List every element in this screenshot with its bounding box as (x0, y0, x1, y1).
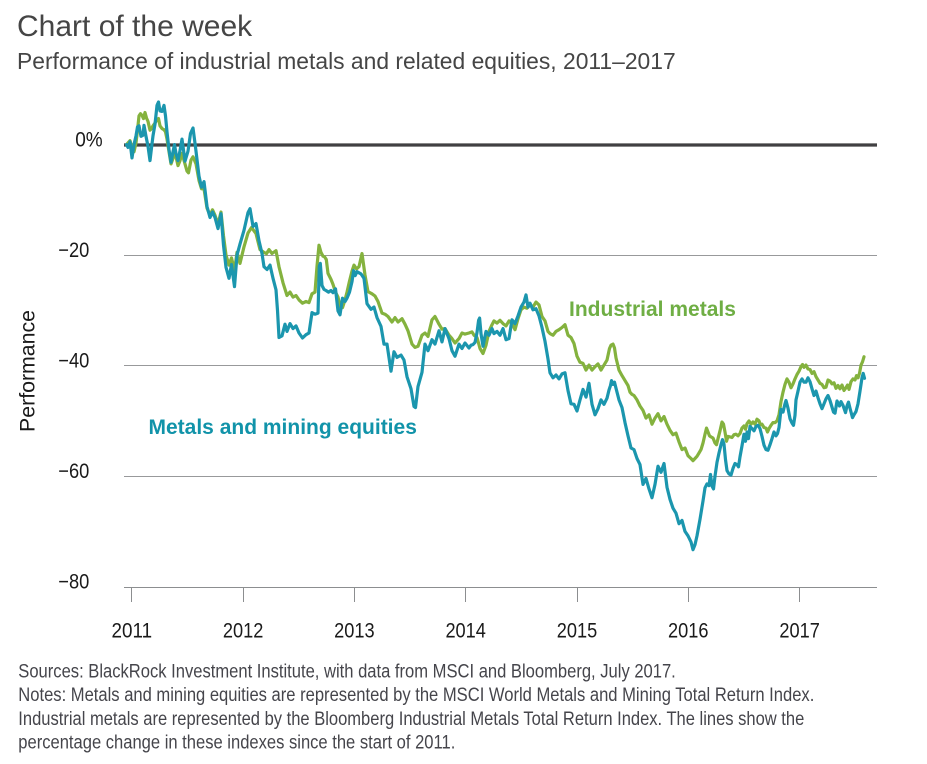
svg-text:2011: 2011 (112, 619, 153, 643)
svg-text:0%: 0% (75, 128, 103, 151)
svg-text:Notes: Metals and mining equit: Notes: Metals and mining equities are re… (18, 684, 814, 706)
svg-text:Industrial metals are represen: Industrial metals are represented by the… (18, 708, 804, 730)
svg-text:2017: 2017 (779, 619, 820, 643)
svg-text:−60: −60 (58, 460, 89, 483)
svg-text:2016: 2016 (668, 619, 709, 643)
svg-text:2013: 2013 (334, 619, 375, 643)
svg-text:Performance: Performance (16, 310, 40, 432)
svg-text:2015: 2015 (557, 619, 598, 643)
svg-text:2014: 2014 (445, 619, 486, 643)
svg-text:Metals and mining equities: Metals and mining equities (149, 416, 417, 439)
svg-text:percentage change in these ind: percentage change in these indexes since… (18, 732, 455, 754)
svg-text:Industrial metals: Industrial metals (569, 298, 736, 321)
svg-text:2012: 2012 (223, 619, 264, 643)
svg-text:−40: −40 (58, 350, 89, 373)
svg-text:−20: −20 (58, 239, 89, 262)
svg-text:Sources: BlackRock Investment: Sources: BlackRock Investment Institute,… (18, 660, 676, 682)
svg-text:−80: −80 (58, 571, 89, 594)
